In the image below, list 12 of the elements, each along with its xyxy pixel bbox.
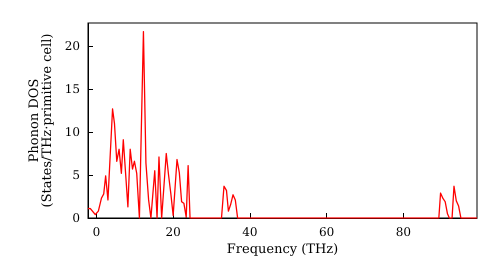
x-tick-label: 60	[318, 225, 334, 239]
x-tick-label: 0	[92, 225, 100, 239]
y-tick-label: 20	[64, 39, 80, 54]
x-tick-label: 80	[396, 225, 411, 239]
x-axis-title: Frequency (THz)	[226, 242, 338, 257]
y-tick-label: 15	[64, 82, 80, 96]
x-tick-label: 40	[242, 225, 258, 239]
y-tick-label: 10	[64, 125, 80, 140]
x-tick-label: 20	[166, 225, 181, 239]
y-axis-title: Phonon DOS (States/THz·primitive cell)	[26, 33, 55, 208]
y-tick-label: 5	[72, 168, 80, 182]
y-tick-label: 0	[72, 211, 80, 225]
